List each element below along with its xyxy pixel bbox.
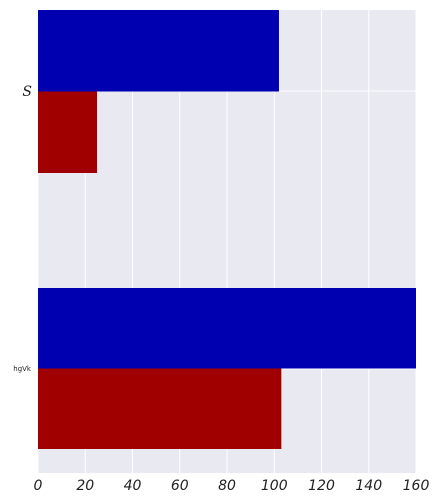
- bar-S-series-2: [38, 91, 98, 173]
- y-tick-label-S: S: [22, 84, 32, 100]
- bars: [38, 10, 416, 449]
- x-tick-label-80: 80: [218, 478, 236, 494]
- x-tick-label-100: 100: [261, 478, 288, 494]
- bar-hgVk-series-2: [38, 368, 282, 449]
- bar-hgVk-series-1: [38, 288, 416, 369]
- x-tick-label-40: 40: [124, 478, 142, 494]
- x-tick-label-60: 60: [171, 478, 189, 494]
- x-tick-label-0: 0: [34, 478, 43, 494]
- x-tick-label-140: 140: [355, 478, 382, 494]
- x-tick-label-160: 160: [403, 478, 430, 494]
- x-tick-label-20: 20: [76, 478, 94, 494]
- x-tick-label-120: 120: [308, 478, 335, 494]
- bar-S-series-1: [38, 10, 279, 92]
- x-axis-ticks: 0 20 40 60 80 100 120 140 160: [34, 478, 430, 494]
- y-tick-label-hgVk: hgVk: [13, 365, 32, 373]
